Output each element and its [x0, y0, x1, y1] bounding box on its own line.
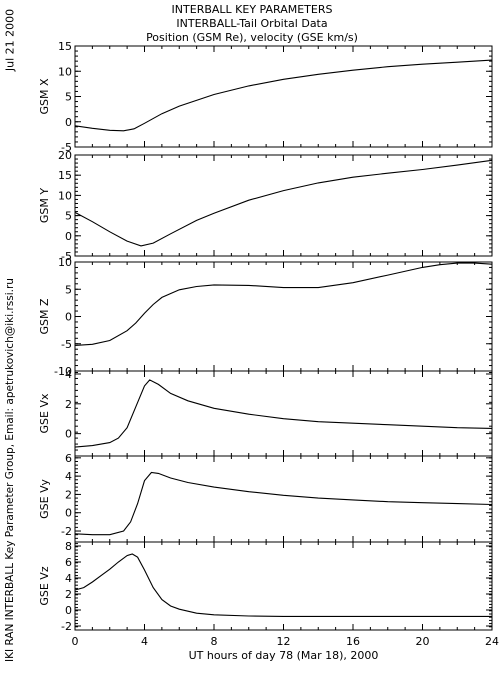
title-line-3: Position (GSM Re), velocity (GSE km/s)	[146, 31, 358, 44]
panel-1-ytick-label-3: 10	[58, 65, 72, 78]
panel-5-ytick-label-0: -2	[61, 525, 72, 538]
panel-6-ytick-label-5: 8	[65, 540, 72, 553]
panel-6-ytick-label-0: -2	[61, 620, 72, 633]
xtick-label-5: 20	[416, 635, 430, 648]
panel-6-ylabel: GSE Vz	[38, 566, 51, 605]
panel-2-ylabel: GSM Y	[38, 188, 51, 223]
panel-5-ylabel: GSE Vy	[38, 479, 51, 519]
panel-4-ylabel: GSE Vx	[38, 393, 51, 433]
panel-1-ytick-label-0: -5	[61, 141, 72, 154]
panel-3-frame	[74, 261, 493, 372]
panel-1-ytick-label-4: 15	[58, 40, 72, 53]
panel-2-ytick-label-0: -5	[61, 250, 72, 263]
panel-2-ytick-label-5: 20	[58, 149, 72, 162]
panel-1-ytick-label-2: 5	[65, 91, 72, 104]
panel-3-ytick-label-3: 5	[65, 283, 72, 296]
panel-5-frame	[74, 455, 493, 543]
panel-4-series-line	[74, 379, 493, 448]
panel-2-ytick-label-1: 0	[65, 230, 72, 243]
panel-5-ytick-label-4: 6	[65, 452, 72, 465]
panel-4-ytick-label-0: 0	[65, 428, 72, 441]
panel-6-ytick-label-4: 6	[65, 556, 72, 569]
panel-3-series-line	[74, 262, 493, 346]
panel-5-ytick-label-1: 0	[65, 507, 72, 520]
panel-4-frame	[74, 370, 493, 457]
panel-6-ytick-label-3: 4	[65, 572, 72, 585]
panel-5-series-line	[74, 471, 493, 536]
xtick-label-0: 0	[72, 635, 79, 648]
panel-2-ytick-label-2: 5	[65, 210, 72, 223]
panel-3-ytick-label-2: 0	[65, 311, 72, 324]
panel-2-ytick-label-4: 15	[58, 169, 72, 182]
panel-2-frame	[74, 154, 493, 257]
panel-1-ytick-label-1: 0	[65, 116, 72, 129]
xtick-label-3: 12	[277, 635, 291, 648]
xtick-label-6: 24	[485, 635, 499, 648]
xtick-label-2: 8	[211, 635, 218, 648]
title-line-1: INTERBALL KEY PARAMETERS	[171, 3, 333, 16]
panel-1-ylabel: GSM X	[38, 78, 51, 114]
panel-6-ytick-label-2: 2	[65, 588, 72, 601]
xtick-label-1: 4	[141, 635, 148, 648]
panel-2-series-line	[74, 159, 493, 247]
panel-2-ytick-label-3: 10	[58, 189, 72, 202]
panel-5-ytick-label-3: 4	[65, 470, 72, 483]
panel-6-ytick-label-1: 0	[65, 604, 72, 617]
panel-3-ytick-label-0: -10	[54, 365, 72, 378]
panel-5-ytick-label-2: 2	[65, 488, 72, 501]
panel-4-ytick-label-1: 2	[65, 398, 72, 411]
xtick-label-4: 16	[346, 635, 360, 648]
panel-1-frame	[74, 45, 493, 148]
x-axis-label: UT hours of day 78 (Mar 18), 2000	[189, 649, 379, 662]
panel-6-series-line	[74, 553, 492, 617]
panel-3-ytick-label-4: 10	[58, 256, 72, 269]
panel-3-ylabel: GSM Z	[38, 298, 51, 334]
panel-1-series-line	[74, 59, 493, 132]
title-line-2: INTERBALL-Tail Orbital Data	[176, 17, 328, 30]
panel-4-ytick-label-2: 4	[65, 368, 72, 381]
panel-3-ytick-label-1: -5	[61, 338, 72, 351]
